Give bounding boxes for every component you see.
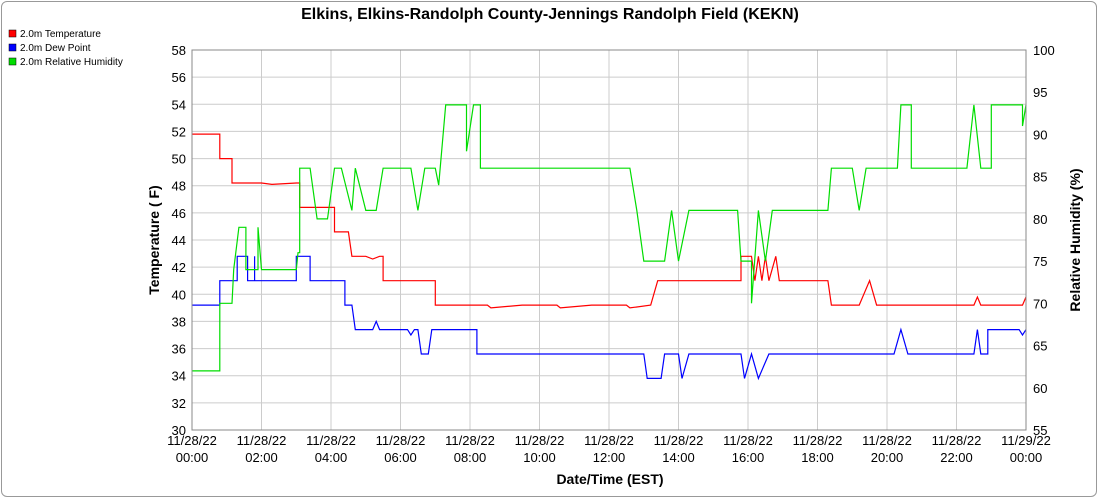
y2-tick-label: 80 xyxy=(1033,212,1047,227)
y-axis-label: Temperature ( F) xyxy=(146,185,162,294)
y-tick-label: 32 xyxy=(172,396,186,411)
dew-point-line xyxy=(192,255,1027,381)
legend-swatch-temperature xyxy=(8,29,17,38)
y2-tick-label: 100 xyxy=(1033,43,1055,58)
legend: 2.0m Temperature 2.0m Dew Point 2.0m Rel… xyxy=(8,29,123,68)
x-tick-time-label: 14:00 xyxy=(662,450,695,465)
y-axis-ticks: 30 32 34 36 38 40 42 44 46 48 50 52 54 56 58 xyxy=(172,43,186,438)
y-tick-label: 30 xyxy=(172,423,186,438)
x-tick-date-label: 11/28/22 xyxy=(445,433,495,448)
y-tick-label: 36 xyxy=(172,342,186,357)
y2-axis-label: Relative Humidity (%) xyxy=(1067,168,1083,311)
y2-tick-label: 95 xyxy=(1033,85,1047,100)
y-tick-label: 50 xyxy=(172,152,186,167)
y2-tick-label: 75 xyxy=(1033,254,1047,269)
y-tick-label: 42 xyxy=(172,260,186,275)
y-tick-label: 34 xyxy=(172,369,186,384)
relative-humidity-line xyxy=(192,104,1027,372)
x-tick-date-label: 11/28/22 xyxy=(515,433,565,448)
chart-title: Elkins, Elkins-Randolph County-Jennings … xyxy=(301,6,799,23)
x-tick-date-label: 11/28/22 xyxy=(237,433,287,448)
x-axis-label: Date/Time (EST) xyxy=(556,471,663,487)
x-tick-time-label: 04:00 xyxy=(315,450,348,465)
y-tick-label: 38 xyxy=(172,314,186,329)
x-tick-time-label: 16:00 xyxy=(732,450,765,465)
x-tick-date-label: 11/28/22 xyxy=(793,433,843,448)
y2-axis-ticks: 55 60 65 70 75 80 85 90 95 100 xyxy=(1033,43,1055,438)
x-tick-time-label: 02:00 xyxy=(245,450,278,465)
y-tick-label: 46 xyxy=(172,206,186,221)
y-tick-label: 40 xyxy=(172,287,186,302)
y-tick-label: 56 xyxy=(172,70,186,85)
x-tick-date-label: 11/28/22 xyxy=(932,433,982,448)
x-tick-date-label: 11/28/22 xyxy=(723,433,773,448)
y2-tick-label: 70 xyxy=(1033,296,1047,311)
y2-tick-label: 65 xyxy=(1033,339,1047,354)
legend-label-relative-humidity: 2.0m Relative Humidity xyxy=(20,57,123,68)
y2-tick-label: 60 xyxy=(1033,381,1047,396)
x-tick-time-label: 00:00 xyxy=(176,450,209,465)
plot-area-border xyxy=(191,49,1027,431)
x-tick-date-label: 11/28/22 xyxy=(167,433,217,448)
x-tick-time-label: 12:00 xyxy=(593,450,626,465)
x-tick-date-label: 11/28/22 xyxy=(654,433,704,448)
x-tick-date-label: 11/28/22 xyxy=(862,433,912,448)
y-tick-label: 44 xyxy=(172,233,186,248)
x-tick-time-label: 20:00 xyxy=(871,450,904,465)
y2-tick-label: 85 xyxy=(1033,170,1047,185)
x-tick-date-label: 11/28/22 xyxy=(584,433,634,448)
y-tick-label: 54 xyxy=(172,97,186,112)
legend-swatch-relative-humidity xyxy=(8,57,17,66)
series-lines xyxy=(192,104,1027,381)
y-tick-label: 52 xyxy=(172,124,186,139)
x-tick-time-label: 00:00 xyxy=(1010,450,1043,465)
x-tick-time-label: 22:00 xyxy=(940,450,973,465)
legend-label-dew-point: 2.0m Dew Point xyxy=(20,43,91,54)
x-tick-date-label: 11/29/22 xyxy=(1001,433,1051,448)
y-tick-label: 48 xyxy=(172,179,186,194)
x-tick-time-label: 06:00 xyxy=(384,450,417,465)
y2-tick-label: 90 xyxy=(1033,127,1047,142)
x-tick-time-label: 08:00 xyxy=(454,450,487,465)
x-tick-time-label: 18:00 xyxy=(801,450,834,465)
x-axis-ticks: 11/28/22 00:00 11/28/22 02:00 11/28/22 04:00 1… xyxy=(167,433,1051,465)
legend-label-temperature: 2.0m Temperature xyxy=(20,29,101,40)
y-tick-label: 58 xyxy=(172,43,186,58)
x-tick-date-label: 11/28/22 xyxy=(376,433,426,448)
legend-swatch-dew-point xyxy=(8,43,17,52)
y2-tick-label: 55 xyxy=(1033,423,1047,438)
x-tick-date-label: 11/28/22 xyxy=(306,433,356,448)
x-tick-time-label: 10:00 xyxy=(523,450,556,465)
